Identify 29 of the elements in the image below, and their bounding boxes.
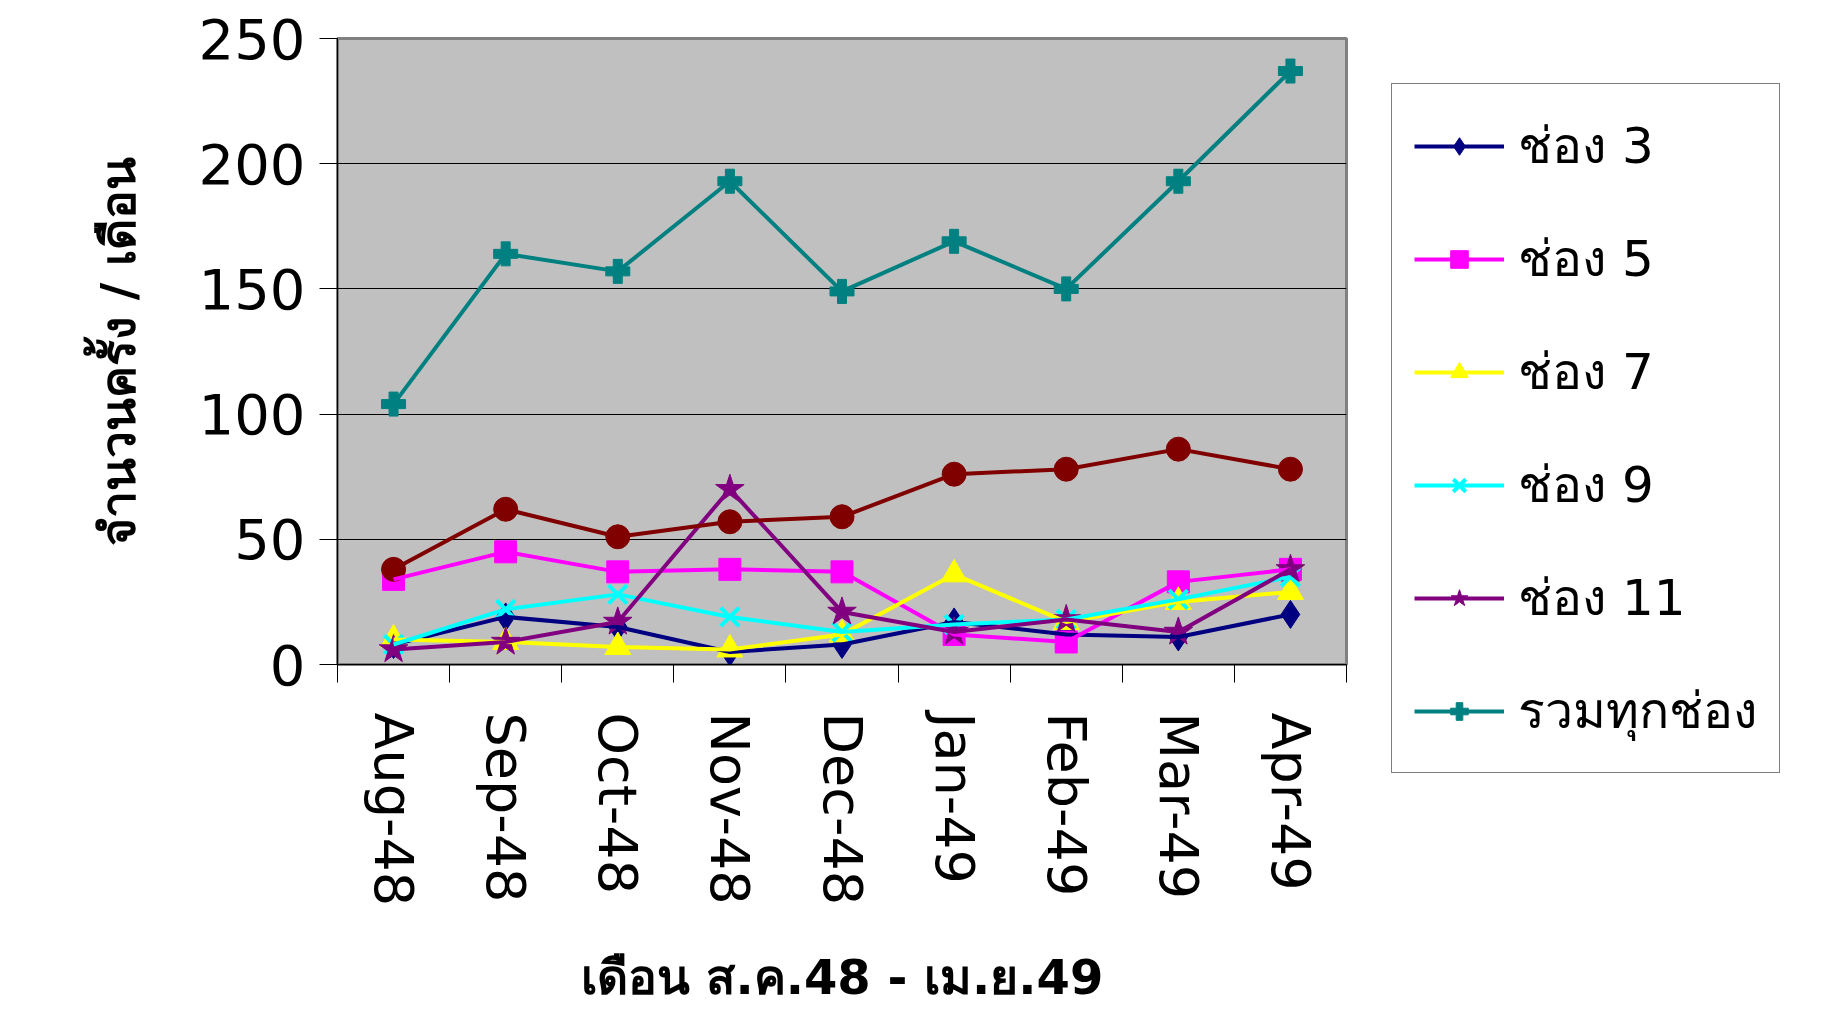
point bbox=[1280, 599, 1301, 629]
y-tick-label: 0 bbox=[269, 632, 306, 698]
point bbox=[381, 391, 407, 417]
y-axis-title: จำนวนครั้ง / เดือน bbox=[82, 157, 146, 546]
x-tick-label: Jan-49 bbox=[922, 709, 986, 884]
y-tick-label: 100 bbox=[198, 382, 306, 448]
x-tick-label: Oct-48 bbox=[586, 712, 650, 895]
x-tick-label: Nov-48 bbox=[698, 712, 762, 905]
y-tick-label: 150 bbox=[198, 256, 306, 322]
point bbox=[718, 605, 742, 629]
x-tick-label: Feb-49 bbox=[1034, 712, 1098, 897]
x-axis-title: เดือน ส.ค.48 - เม.ย.49 bbox=[580, 949, 1104, 1006]
point bbox=[1277, 456, 1303, 482]
legend-label: ช่อง 9 bbox=[1518, 455, 1654, 516]
legend-label: ช่อง 7 bbox=[1518, 342, 1654, 403]
point bbox=[1277, 58, 1303, 84]
y-tick-label: 200 bbox=[198, 131, 306, 197]
y-tick-label: 50 bbox=[234, 507, 306, 573]
x-tick-label: Mar-49 bbox=[1146, 712, 1210, 900]
legend-label: รวมทุกช่อง bbox=[1518, 681, 1757, 743]
x-tick-label: Apr-49 bbox=[1258, 712, 1322, 891]
y-tick-label: 250 bbox=[198, 6, 306, 72]
point bbox=[606, 583, 629, 606]
legend-label: ช่อง 5 bbox=[1518, 229, 1654, 290]
legend-label: ช่อง 3 bbox=[1518, 116, 1654, 177]
x-tick-label: Aug-48 bbox=[362, 712, 426, 907]
x-tick-label: Sep-48 bbox=[474, 712, 538, 903]
x-tick-label: Dec-48 bbox=[810, 712, 874, 906]
legend-label: ช่อง 11 bbox=[1518, 568, 1686, 629]
